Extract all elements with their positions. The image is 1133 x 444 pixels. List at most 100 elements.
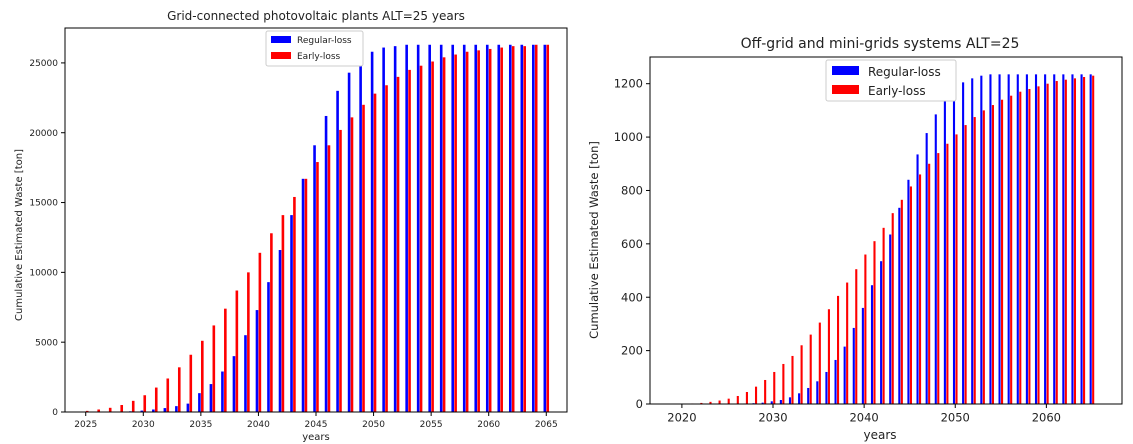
legend: Regular-loss Early-loss [265,30,364,67]
bar-early-2060 [1046,83,1049,404]
bar-early-2028 [120,405,124,412]
bar-regular-2033 [798,393,801,404]
bar-regular-2046 [324,115,328,412]
legend-label-regular: Regular-loss [297,36,352,46]
bar-regular-2030 [770,401,773,404]
bar-regular-2059 [1034,74,1038,404]
bar-early-2040 [864,254,867,404]
bar-early-2046 [327,145,331,413]
bar-early-2046 [919,174,922,404]
bar-early-2063 [1073,78,1077,404]
bar-regular-2056 [439,44,443,412]
bar-regular-2058 [462,44,466,412]
bar-regular-2039 [852,327,855,404]
legend-swatch-regular [832,66,859,75]
legend: Regular-loss Early-loss [825,59,957,102]
bar-early-2065 [1092,75,1095,405]
bar-regular-2039 [244,335,247,412]
bar-early-2040 [258,252,262,412]
bar-regular-2051 [962,82,965,405]
bar-early-2041 [270,233,273,412]
x-tick-label: 2040 [849,411,878,425]
y-tick-label: 0 [636,397,643,411]
bar-regular-2044 [301,178,305,412]
bar-regular-2030 [140,410,144,412]
bar-regular-2047 [336,90,339,412]
bar-regular-2040 [861,307,864,404]
bar-regular-2045 [313,145,316,413]
bar-early-2062 [511,46,515,413]
bar-regular-2037 [221,371,224,412]
bar-early-2043 [891,213,894,404]
bar-regular-2048 [934,114,937,404]
bar-early-2055 [431,61,434,412]
x-tick-label: 2060 [1032,411,1061,425]
bar-early-2047 [928,163,931,404]
bar-regular-2043 [889,234,892,404]
bar-early-2056 [1010,95,1013,404]
bar-early-2034 [189,354,193,412]
x-axis-ticks: 2020 2030 2040 2050 2060 [667,404,1061,425]
bar-early-2064 [534,44,538,412]
bar-early-2044 [304,178,308,412]
bar-early-2053 [982,110,985,404]
bar-regular-2053 [405,44,408,412]
bar-early-2050 [373,93,377,412]
bar-regular-2041 [267,282,270,412]
bar-regular-2060 [1044,74,1047,404]
bar-early-2032 [166,378,170,412]
bar-early-2033 [177,367,181,412]
bar-regular-2064 [1080,74,1083,404]
bar-early-2027 [108,407,112,412]
bar-regular-2060 [485,44,489,412]
bar-regular-2051 [382,47,385,413]
chart-title: Off-grid and mini-grids systems ALT=25 [741,36,1020,52]
bar-early-2061 [1055,81,1058,405]
bar-regular-2040 [255,310,259,412]
x-axis-ticks: 2025 2030 2035 2040 2045 2050 2055 2060 2065 [74,412,558,430]
bar-early-2058 [465,51,469,413]
bar-early-2059 [477,50,480,413]
y-tick-label: 200 [621,344,643,358]
x-axis-label: years [863,428,896,442]
y-tick-label: 1000 [614,130,643,144]
x-tick-label: 2025 [74,420,97,430]
x-tick-label: 2030 [132,420,155,430]
bar-regular-2033 [175,406,178,412]
bar-early-2059 [1037,86,1040,405]
bar-regular-2059 [474,44,478,412]
bar-early-2048 [350,117,354,413]
bar-regular-2061 [1053,74,1056,404]
bar-regular-2029 [761,402,764,404]
y-axis-ticks: 0 200 400 600 800 1000 1200 [614,77,650,411]
bar-regular-2042 [880,261,883,404]
bar-early-2029 [764,379,767,404]
bar-early-2025 [85,410,89,412]
x-tick-label: 2040 [247,420,270,430]
bar-early-2025 [727,398,730,404]
bar-regular-2032 [163,408,167,412]
bar-regular-2058 [1025,74,1028,404]
bar-early-2051 [964,125,967,404]
bar-regular-2043 [290,215,293,412]
y-tick-label: 600 [621,237,643,251]
bar-regular-2052 [971,78,974,404]
bar-early-2063 [523,46,526,413]
bar-early-2022 [700,402,703,404]
bar-early-2053 [408,69,411,412]
bar-regular-2053 [980,75,983,405]
bar-early-2026 [736,395,739,404]
y-tick-label: 400 [621,290,643,304]
bar-regular-2049 [359,60,362,413]
bar-early-2027 [745,391,748,404]
bar-early-2050 [955,134,958,404]
bar-regular-2032 [788,397,792,404]
bar-early-2043 [293,196,296,412]
y-tick-label: 1200 [614,77,643,91]
bar-early-2055 [1001,99,1004,405]
y-axis-ticks: 0 5000 10000 15000 20000 25000 [29,59,65,418]
y-tick-label: 15000 [29,199,58,209]
bar-early-2054 [419,65,423,412]
y-tick-label: 10000 [29,269,58,279]
bar-regular-2035 [816,381,819,404]
